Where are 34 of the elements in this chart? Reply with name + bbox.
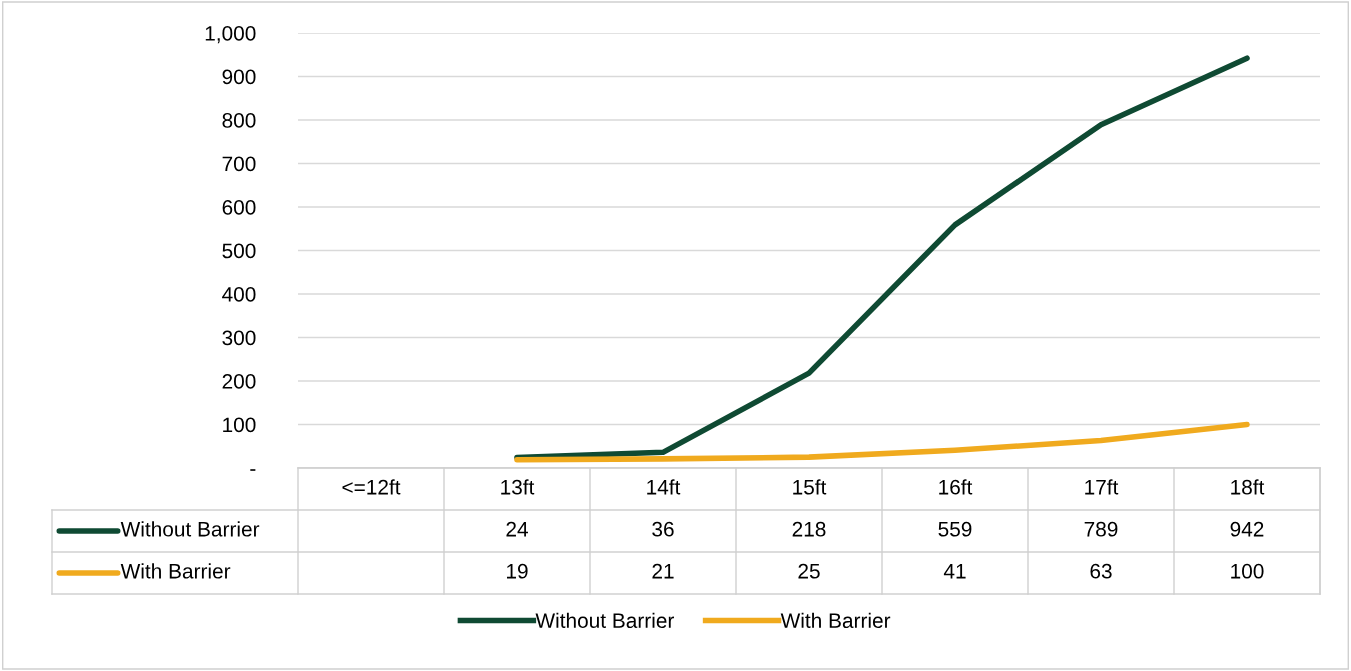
y-tick-label: 1,000 [205,26,256,44]
y-tick-label: 200 [222,374,256,389]
y-tick-label: - [250,469,256,471]
data-label: 25 [798,563,820,579]
data-label: 789 [1084,521,1118,537]
x-tick-label: 17ft [1085,479,1119,495]
data-label: 36 [652,521,674,537]
y-tick-label: 400 [222,287,256,302]
x-tick-label: <=12ft [342,479,401,495]
y-tick-label: 700 [222,156,256,172]
data-label: 41 [943,564,966,579]
y-tick-label: 800 [222,113,256,128]
legend-label: Without Barrier [535,612,675,628]
data-label: 19 [507,563,528,579]
data-label: 100 [1231,563,1264,579]
y-tick-label: 900 [222,69,256,85]
legend-label: With Barrier [780,612,891,628]
data-label: 21 [652,563,674,579]
text: With Barrier [120,563,231,579]
x-tick-label: 18ft [1231,479,1265,495]
data-label: 942 [1230,521,1264,537]
x-tick-label: 16ft [939,479,973,495]
y-tick-label: 600 [222,200,256,215]
x-tick-label: 13ft [501,479,535,495]
data-label: 63 [1090,563,1112,579]
text: Without Barrier [120,521,260,537]
data-label: 24 [506,521,528,537]
y-tick-label: 500 [222,243,256,259]
y-tick-label: 300 [222,330,256,346]
data-label: 559 [938,521,972,537]
x-tick-label: 14ft [647,479,681,495]
y-tick-label: 100 [223,417,256,433]
data-label: 218 [792,521,826,537]
x-tick-label: 15ft [793,479,827,495]
